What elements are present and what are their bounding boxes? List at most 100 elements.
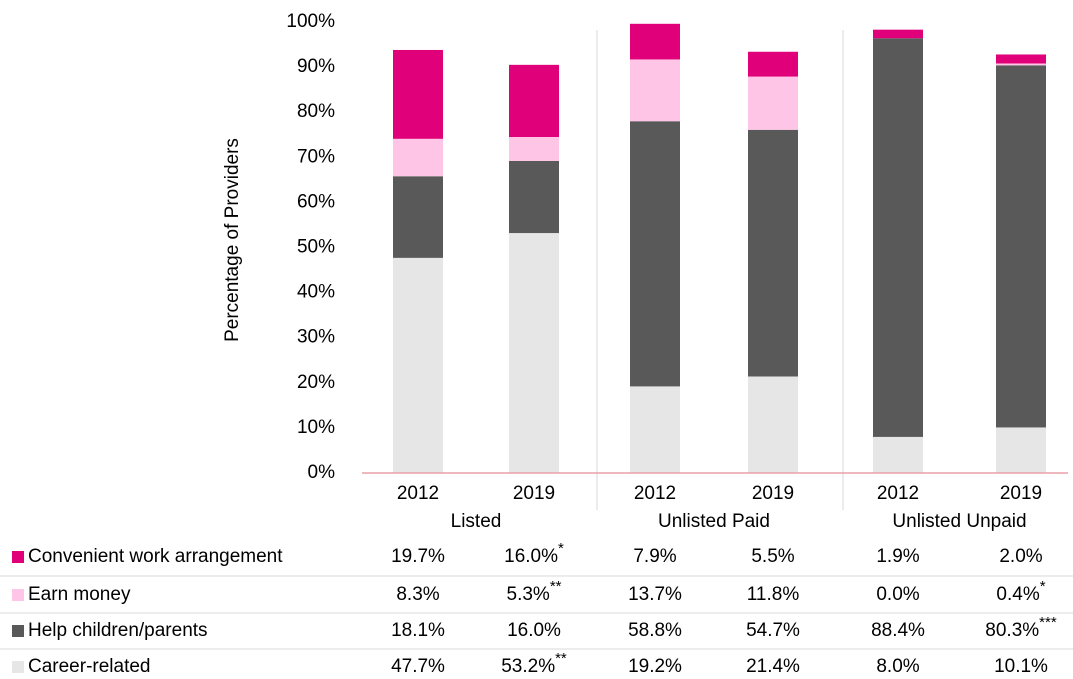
y-axis-label: Percentage of Providers — [222, 138, 243, 342]
table-value-text: 54.7% — [746, 620, 800, 641]
table-value: 19.7% — [391, 546, 445, 567]
y-tick-label: 40% — [297, 282, 335, 303]
y-tick-label: 30% — [297, 327, 335, 348]
y-tick-label: 100% — [286, 11, 335, 32]
table-value: 0.4%* — [996, 578, 1045, 605]
table-value-text: 18.1% — [391, 620, 445, 641]
x-tick-label: 2012 — [634, 483, 676, 504]
y-tick-label: 0% — [308, 462, 336, 483]
table-value: 53.2%** — [501, 650, 567, 677]
bar-segment — [509, 160, 559, 234]
bar-segment — [873, 38, 923, 437]
bar-segment — [630, 386, 680, 473]
table-value: 0.0% — [876, 584, 919, 605]
table-value: 11.8% — [747, 584, 800, 605]
table-value-text: 7.9% — [633, 546, 676, 567]
table-value-text: 0.4% — [996, 584, 1039, 605]
table-value-text: 47.7% — [391, 656, 445, 677]
table-value-text: 58.8% — [628, 620, 682, 641]
legend-swatch — [12, 589, 24, 601]
table-value: 58.8% — [628, 620, 682, 641]
legend-swatch — [12, 551, 24, 563]
table-value: 16.0%* — [504, 540, 564, 567]
y-tick-label: 70% — [297, 146, 335, 167]
table-value: 54.7% — [746, 620, 800, 641]
bar-segment — [393, 138, 443, 177]
bar-segment — [996, 54, 1046, 64]
x-tick-label: 2019 — [752, 483, 794, 504]
table-value: 47.7% — [391, 656, 445, 677]
legend-label: Convenient work arrangement — [28, 546, 283, 567]
table-value: 7.9% — [633, 546, 676, 567]
table-value-text: 5.5% — [751, 546, 794, 567]
table-value: 19.2% — [628, 656, 682, 677]
table-value: 16.0% — [507, 620, 561, 641]
bar-segment — [393, 257, 443, 473]
table-value-text: 13.7% — [628, 584, 682, 605]
legend-label: Help children/parents — [28, 620, 208, 641]
table-value-text: 2.0% — [999, 546, 1042, 567]
bar-segment — [996, 65, 1046, 428]
table-value-text: 88.4% — [871, 620, 925, 641]
bar-segment — [630, 59, 680, 122]
legend-swatch — [12, 625, 24, 637]
table-value: 21.4% — [746, 656, 800, 677]
table-value-text: 21.4% — [746, 656, 800, 677]
group-label: Unlisted Unpaid — [892, 511, 1026, 532]
bar-segment — [630, 23, 680, 60]
table-value-text: 53.2% — [501, 656, 555, 677]
table-value: 8.3% — [396, 584, 439, 605]
bar-segment — [748, 76, 798, 130]
y-tick-label: 10% — [297, 417, 335, 438]
table-value: 88.4% — [871, 620, 925, 641]
bar-segment — [996, 427, 1046, 473]
bar-segment — [509, 64, 559, 138]
y-tick-label: 50% — [297, 237, 335, 258]
table-value-text: 10.1% — [994, 656, 1048, 677]
bar-segment — [748, 51, 798, 77]
table-value: 13.7% — [628, 584, 682, 605]
significance-mark: * — [558, 540, 564, 557]
y-tick-label: 80% — [297, 101, 335, 122]
table-value: 2.0% — [999, 546, 1042, 567]
bar-segment — [873, 29, 923, 39]
table-value: 18.1% — [391, 620, 445, 641]
legend-swatch — [12, 661, 24, 673]
significance-mark: * — [1040, 578, 1046, 595]
table-value-text: 8.0% — [876, 656, 919, 677]
table-value-text: 0.0% — [876, 584, 919, 605]
bar-segment — [996, 63, 1046, 66]
table-value-text: 19.7% — [391, 546, 445, 567]
table-value-text: 16.0% — [507, 620, 561, 641]
y-tick-label: 90% — [297, 56, 335, 77]
group-label: Unlisted Paid — [658, 511, 770, 532]
bar-segment — [509, 137, 559, 161]
table-value-text: 5.3% — [507, 584, 550, 605]
table-value-text: 19.2% — [628, 656, 682, 677]
x-tick-label: 2012 — [397, 483, 439, 504]
bar-segment — [393, 176, 443, 258]
significance-mark: ** — [550, 578, 562, 595]
table-value-text: 80.3% — [985, 620, 1039, 641]
table-value-text: 1.9% — [876, 546, 919, 567]
bar-segment — [748, 129, 798, 377]
table-value: 5.5% — [751, 546, 794, 567]
x-tick-label: 2012 — [877, 483, 919, 504]
significance-mark: *** — [1039, 614, 1057, 631]
y-tick-label: 20% — [297, 372, 335, 393]
x-tick-label: 2019 — [1000, 483, 1042, 504]
bar-segment — [748, 376, 798, 473]
table-value: 8.0% — [876, 656, 919, 677]
table-value: 1.9% — [876, 546, 919, 567]
table-value: 80.3%*** — [985, 614, 1057, 641]
significance-mark: ** — [555, 650, 567, 667]
bar-segment — [393, 49, 443, 139]
table-value: 10.1% — [994, 656, 1048, 677]
table-value-text: 8.3% — [396, 584, 439, 605]
x-tick-label: 2019 — [513, 483, 555, 504]
table-value-text: 16.0% — [504, 546, 558, 567]
table-value-text: 11.8% — [747, 584, 800, 605]
group-label: Listed — [451, 511, 502, 532]
bar-segment — [873, 436, 923, 473]
